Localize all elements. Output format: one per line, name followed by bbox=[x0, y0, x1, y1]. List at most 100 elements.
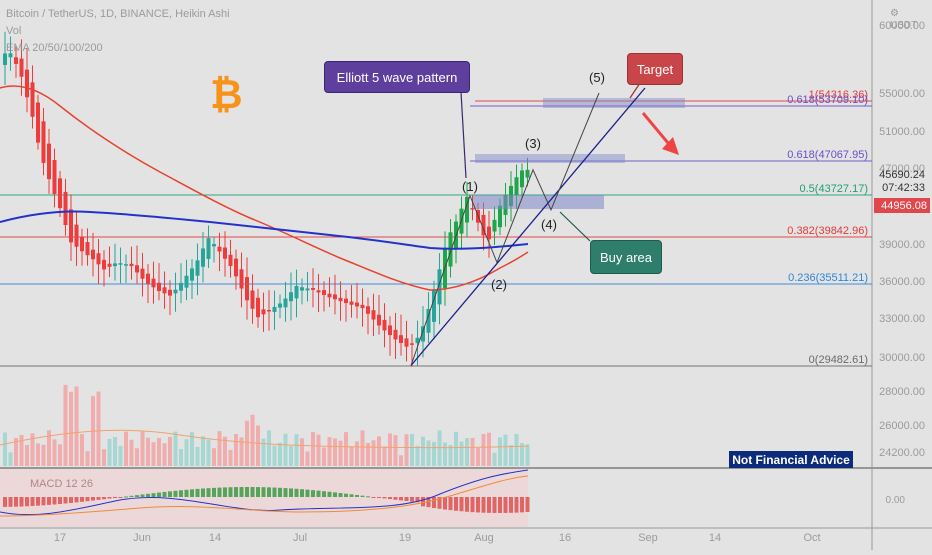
candle-body-35 bbox=[195, 260, 200, 276]
target-callout[interactable]: Target bbox=[627, 53, 683, 85]
down-arrow-shaft bbox=[641, 112, 670, 144]
candle-body-63 bbox=[349, 301, 354, 305]
candle-body-5 bbox=[30, 82, 35, 117]
currency-label: USDT bbox=[890, 20, 918, 31]
macd-zero-tick: 0.00 bbox=[886, 495, 906, 506]
macd-hist-95 bbox=[525, 497, 530, 512]
candle-body-67 bbox=[371, 310, 376, 320]
candle-body-48 bbox=[267, 309, 271, 312]
macd-hist-0 bbox=[3, 497, 7, 507]
macd-hist-10 bbox=[58, 497, 62, 504]
macd-hist-65 bbox=[360, 495, 365, 497]
macd-hist-51 bbox=[283, 488, 288, 497]
candle-body-78 bbox=[432, 289, 436, 322]
wave-label-1: (1) bbox=[462, 179, 478, 194]
candle-body-16 bbox=[91, 249, 95, 260]
candle-body-21 bbox=[118, 263, 123, 265]
volume-bar-28 bbox=[157, 437, 161, 466]
volume-bar-85 bbox=[470, 437, 475, 466]
volume-bar-49 bbox=[272, 445, 277, 466]
price-tick-8: 30000.00 bbox=[879, 352, 925, 364]
candle-body-74 bbox=[410, 343, 414, 345]
price-tick-3: 47000.00 bbox=[879, 163, 925, 175]
macd-hist-83 bbox=[459, 497, 464, 512]
macd-hist-39 bbox=[217, 487, 222, 497]
candle-body-22 bbox=[124, 264, 128, 266]
volume-bar-51 bbox=[283, 433, 288, 466]
macd-hist-16 bbox=[91, 497, 95, 501]
macd-hist-92 bbox=[509, 497, 513, 513]
macd-label: MACD 12 26 bbox=[30, 478, 93, 490]
volume-bar-95 bbox=[525, 444, 530, 466]
macd-hist-6 bbox=[36, 497, 40, 506]
signal-line bbox=[0, 475, 529, 517]
last-price-badge bbox=[874, 198, 930, 213]
volume-bar-65 bbox=[360, 430, 365, 466]
volume-bar-41 bbox=[228, 449, 233, 466]
down-arrow-icon bbox=[662, 137, 679, 155]
candle-body-75 bbox=[415, 337, 420, 344]
chart-settings-icon[interactable]: ⚙ bbox=[890, 8, 899, 19]
macd-hist-46 bbox=[256, 487, 260, 497]
elliott-callout[interactable]: Elliott 5 wave pattern bbox=[324, 61, 470, 93]
macd-hist-84 bbox=[465, 497, 469, 512]
volume-bar-56 bbox=[311, 432, 315, 466]
candle-body-7 bbox=[41, 121, 46, 163]
time-tick-2: 14 bbox=[209, 532, 221, 544]
candle-body-27 bbox=[151, 278, 156, 288]
macd-hist-27 bbox=[151, 493, 156, 497]
volume-bar-82 bbox=[454, 431, 458, 466]
volume-bar-54 bbox=[300, 438, 304, 466]
volume-bar-75 bbox=[415, 445, 420, 466]
macd-hist-87 bbox=[481, 497, 486, 513]
volume-bar-34 bbox=[190, 432, 194, 466]
fib-label-5: 0.236(35511.21) bbox=[788, 272, 868, 284]
candle-body-42 bbox=[234, 258, 238, 277]
macd-hist-61 bbox=[338, 493, 343, 497]
macd-hist-47 bbox=[261, 487, 266, 497]
macd-hist-44 bbox=[245, 487, 249, 497]
volume-bar-29 bbox=[162, 443, 167, 466]
candle-body-60 bbox=[333, 294, 337, 300]
candle-body-4 bbox=[25, 69, 29, 98]
volume-bar-37 bbox=[206, 439, 211, 466]
volume-bar-32 bbox=[179, 449, 183, 466]
last-price-text: 44956.08 bbox=[881, 200, 927, 212]
volume-bar-93 bbox=[514, 433, 519, 466]
current-price-label: 45690.24 bbox=[879, 169, 925, 181]
time-tick-3: Jul bbox=[293, 532, 307, 544]
macd-hist-41 bbox=[228, 487, 233, 497]
macd-hist-38 bbox=[212, 487, 216, 497]
volume-bar-88 bbox=[487, 432, 491, 466]
volume-bar-61 bbox=[338, 440, 343, 466]
volume-bars bbox=[0, 384, 530, 466]
price-tick-1: 55000.00 bbox=[879, 88, 925, 100]
candle-body-6 bbox=[36, 102, 40, 143]
candle-body-68 bbox=[377, 314, 381, 326]
macd-hist-60 bbox=[333, 492, 337, 497]
macd-hist-13 bbox=[74, 497, 79, 503]
volume-bar-55 bbox=[305, 451, 310, 466]
candle-body-25 bbox=[140, 268, 145, 279]
candle-body-53 bbox=[294, 285, 299, 299]
buy-area-callout[interactable]: Buy area bbox=[590, 240, 662, 274]
candle-body-29 bbox=[162, 287, 167, 294]
macd-hist-91 bbox=[503, 497, 508, 513]
time-tick-0: 17 bbox=[54, 532, 66, 544]
volume-bar-13 bbox=[74, 386, 79, 466]
candle-body-1 bbox=[8, 53, 13, 58]
volume-bar-76 bbox=[421, 436, 425, 466]
moving-averages bbox=[0, 85, 529, 291]
macd-hist-14 bbox=[80, 497, 84, 502]
price-tick-6: 36000.00 bbox=[879, 276, 925, 288]
price-axis: 60000.0055000.0051000.0047000.0043000.00… bbox=[874, 20, 930, 506]
candle-body-93 bbox=[514, 177, 519, 195]
macd-hist-89 bbox=[492, 497, 497, 513]
wave-label-4: (4) bbox=[541, 217, 557, 232]
candle-body-45 bbox=[250, 290, 255, 309]
fib-label-4: 0.382(39842.96) bbox=[787, 225, 868, 237]
macd-hist-11 bbox=[63, 497, 68, 504]
volume-bar-71 bbox=[393, 435, 398, 466]
candle-body-49 bbox=[272, 306, 277, 312]
